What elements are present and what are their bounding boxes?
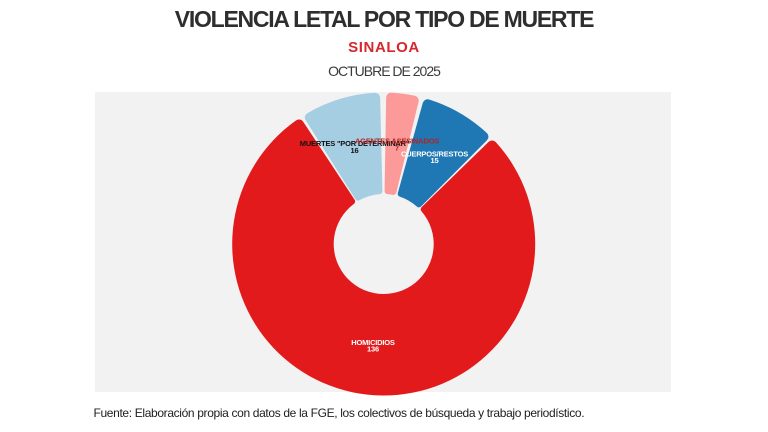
svg-text:AGENTES ASESINADOS: AGENTES ASESINADOS <box>355 137 439 146</box>
svg-text:15: 15 <box>431 156 439 165</box>
svg-text:MUERTES "POR DETERMINAR": MUERTES "POR DETERMINAR" <box>300 139 410 148</box>
svg-text:136: 136 <box>367 345 379 354</box>
svg-text:16: 16 <box>351 146 359 155</box>
svg-text:7: 7 <box>395 143 399 152</box>
svg-text:CUERPOS/RESTOS: CUERPOS/RESTOS <box>401 150 468 159</box>
svg-text:HOMICIDIOS: HOMICIDIOS <box>351 338 395 347</box>
